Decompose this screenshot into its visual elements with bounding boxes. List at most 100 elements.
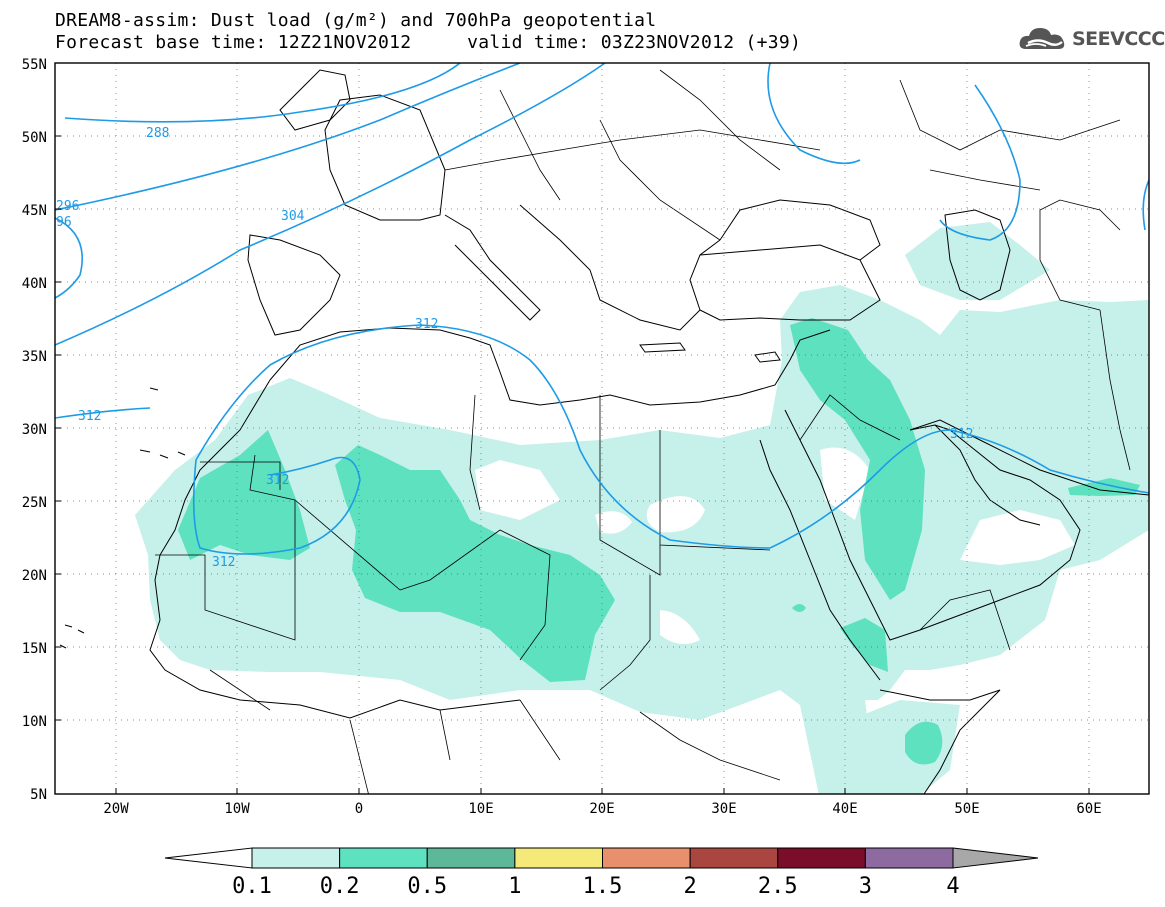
lon-label: 60E xyxy=(1076,801,1101,817)
dust-gap xyxy=(595,511,632,534)
coastline-cyprus xyxy=(754,351,781,363)
lat-label: 45N xyxy=(22,203,47,219)
dust-region-mid-west xyxy=(178,430,310,560)
lon-label: 30E xyxy=(711,801,736,817)
border-line xyxy=(799,394,901,441)
colorbar-cell xyxy=(689,847,779,869)
border-line xyxy=(659,430,771,551)
dust-gap xyxy=(960,510,1075,565)
lon-label: 50E xyxy=(954,801,979,817)
coastline-madeira xyxy=(149,387,159,391)
lon-label: 20E xyxy=(589,801,614,817)
seevccc-logo: SEEVCCC xyxy=(1018,24,1165,54)
coastline-italy xyxy=(444,214,541,321)
border-line xyxy=(439,709,451,761)
lon-label: 10W xyxy=(224,801,250,817)
contour-312-main xyxy=(195,324,1149,549)
dust-region-caspian xyxy=(905,222,1050,300)
lat-label: 10N xyxy=(22,714,47,730)
axis-ticks xyxy=(55,135,1090,794)
lat-label: 20N xyxy=(22,568,47,584)
lon-label: 20W xyxy=(103,801,129,817)
border-line xyxy=(1039,210,1101,311)
colorbar-cell xyxy=(777,847,866,869)
contour-296 xyxy=(55,63,521,211)
contour-304 xyxy=(55,63,606,346)
graticule xyxy=(55,63,1149,794)
colorbar: 0.1 0.2 0.5 1 1.5 2 2.5 3 4 xyxy=(164,847,1039,899)
border-line xyxy=(200,461,281,490)
colorbar-cells xyxy=(251,847,954,869)
coastline-britain xyxy=(279,69,351,131)
coastline-red-sea xyxy=(759,439,881,681)
border-line xyxy=(1099,309,1131,471)
forecast-time-subtitle: Forecast base time: 12Z21NOV2012 valid t… xyxy=(55,32,802,53)
lat-label: 55N xyxy=(22,57,47,73)
lat-label: 30N xyxy=(22,422,47,438)
border-line xyxy=(249,454,401,591)
contour-label: 304 xyxy=(281,209,305,224)
coastline-africa-west xyxy=(149,379,521,719)
colorbar-tick-label: 4 xyxy=(946,874,959,899)
coastline-crete xyxy=(639,342,686,353)
coastline-europe-south xyxy=(247,234,341,336)
border-line xyxy=(469,394,481,511)
cloud-logo-icon xyxy=(1019,28,1065,49)
colorbar-tick-label: 0.5 xyxy=(407,874,447,899)
lon-label: 40E xyxy=(832,801,857,817)
border-line xyxy=(599,119,721,241)
border-line xyxy=(499,89,561,201)
coastline-iran xyxy=(909,419,1149,496)
contour-north-east-2 xyxy=(939,84,1021,241)
dust-gap xyxy=(475,460,560,520)
contour-label-layer: 288 296 96 304 312 312 312 312 312 xyxy=(56,126,973,570)
logo-text: SEEVCCC xyxy=(1072,28,1165,50)
border-line xyxy=(599,395,661,576)
dust-region-somalia-core xyxy=(905,721,943,765)
coastline-capeverde xyxy=(59,624,85,649)
lon-axis: 20W 10W 0 10E 20E 30E 40E 50E 60E xyxy=(103,801,1101,817)
colorbar-under-arrow xyxy=(164,847,253,869)
lat-label: 40N xyxy=(22,276,47,292)
colorbar-cell xyxy=(251,847,341,869)
map-title: DREAM8-assim: Dust load (g/m²) and 700hP… xyxy=(55,10,657,31)
contour-label: 296 xyxy=(56,199,79,214)
border-line xyxy=(209,669,271,711)
coastline-black-sea xyxy=(719,199,881,261)
dust-region-spot xyxy=(792,604,806,612)
border-line xyxy=(155,500,296,641)
dust-region-arabia xyxy=(790,318,925,600)
dust-gap xyxy=(646,496,705,533)
lon-label: 0 xyxy=(355,801,363,817)
contour-east-edge xyxy=(1142,179,1149,231)
contour-label: 312 xyxy=(950,427,973,442)
colorbar-over-arrow xyxy=(952,847,1039,869)
coastline-turkey xyxy=(699,244,881,321)
border-line xyxy=(659,69,781,171)
contour-north-east xyxy=(767,63,861,165)
coastline-africa-north xyxy=(269,327,831,406)
colorbar-cell xyxy=(514,847,603,869)
border-line xyxy=(639,711,781,781)
border-line xyxy=(929,169,1041,191)
coastline-gulf xyxy=(934,424,1041,526)
border-layer xyxy=(155,69,1131,794)
contour-label: 312 xyxy=(415,317,438,332)
coastline-horn xyxy=(879,689,1001,794)
contour-296b xyxy=(55,217,84,299)
contour-312-west xyxy=(55,407,151,419)
colorbar-tick-label: 3 xyxy=(859,874,872,899)
lon-label: 10E xyxy=(468,801,493,817)
contour-312-loop xyxy=(192,456,361,555)
colorbar-tick-label: 0.1 xyxy=(232,874,272,899)
contour-label: 288 xyxy=(146,126,169,141)
coastline-caspian xyxy=(944,209,1011,301)
colorbar-tick-labels: 0.1 0.2 0.5 1 1.5 2 2.5 3 4 xyxy=(232,874,960,899)
border-line xyxy=(444,129,821,171)
colorbar-cell xyxy=(602,847,691,869)
lat-axis: 55N 50N 45N 40N 35N 30N 25N 20N 15N 10N … xyxy=(22,57,47,803)
contour-288 xyxy=(64,63,461,123)
border-line xyxy=(349,719,369,794)
border-line xyxy=(919,589,1011,651)
